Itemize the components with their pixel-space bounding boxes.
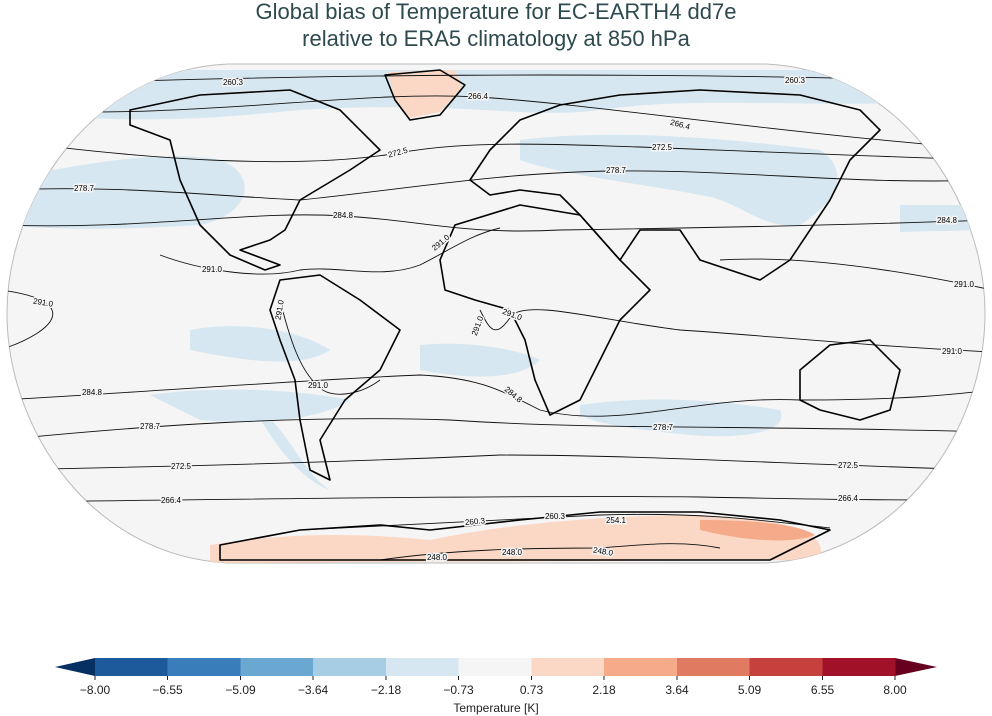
contour-label: 291.0 <box>942 347 963 356</box>
colorbar-bin <box>749 658 823 676</box>
colorbar-tick-label: 3.64 <box>665 683 689 697</box>
colorbar-bin <box>386 658 459 676</box>
map: 260.3 266.4 260.3 266.4 272.5 272.5 278.7 278.7… <box>6 63 986 564</box>
contour-label: 272.5 <box>838 461 859 470</box>
contour-label: 278.7 <box>653 423 674 432</box>
contour-label: 254.1 <box>606 516 627 525</box>
colorbar-tick-label: 0.73 <box>520 683 544 697</box>
map-outline <box>6 63 986 564</box>
colorbar-extend <box>895 658 937 676</box>
colorbar-bin <box>458 658 532 676</box>
colorbar-tick-label: 2.18 <box>592 683 616 697</box>
colorbar-bin <box>604 658 678 676</box>
contour-label: 248.0 <box>427 553 448 562</box>
contour-label: 266.4 <box>468 92 489 101</box>
contour-label: 260.3 <box>785 76 806 85</box>
title: Global bias of Temperature for EC-EARTH4… <box>256 0 737 24</box>
contour-label: 278.7 <box>140 422 161 431</box>
colorbar-extend <box>55 658 95 676</box>
contour-label: 272.5 <box>652 143 673 152</box>
colorbar-tick-label: −6.55 <box>152 683 183 697</box>
contour-label: 266.4 <box>838 494 859 503</box>
contour-label: 248.0 <box>502 548 523 557</box>
colorbar: −8.00 −6.55 −5.09 −3.64 −2.18 −0.73 0.73 2.18 3.… <box>55 658 937 697</box>
contour-labels: 260.3 266.4 260.3 266.4 272.5 272.5 278.7 278.7… <box>31 75 976 564</box>
title: relative to ERA5 climatology at 850 hPa <box>302 26 690 51</box>
colorbar-bin <box>531 658 605 676</box>
colorbar-tick-label: −8.00 <box>80 683 111 697</box>
colorbar-bin <box>677 658 750 676</box>
colorbar-bin <box>313 658 387 676</box>
colorbar-tick-label: 8.00 <box>883 683 907 697</box>
contour-label: 278.7 <box>74 184 95 193</box>
colorbar-bin <box>240 658 314 676</box>
colorbar-tick-label: 5.09 <box>738 683 762 697</box>
contour-label: 284.8 <box>82 388 103 397</box>
colorbar-tick-label: 6.55 <box>811 683 835 697</box>
contour-label: 291.0 <box>954 280 975 289</box>
contour-label: 291.0 <box>202 265 223 274</box>
contour-label: 284.8 <box>333 211 354 220</box>
colorbar-bin <box>822 658 896 676</box>
contour-label: 266.4 <box>161 496 182 505</box>
colorbar-label: Temperature [K] <box>453 701 538 715</box>
colorbar-tick-label: −0.73 <box>443 683 474 697</box>
colorbar-bin <box>95 658 168 676</box>
contour-label: 291.0 <box>308 381 329 390</box>
contour-label: 278.7 <box>606 166 627 175</box>
colorbar-tick-label: −2.18 <box>371 683 402 697</box>
contours <box>7 74 985 561</box>
colorbar-tick-label: −3.64 <box>298 683 329 697</box>
contour-label: 284.8 <box>937 216 958 225</box>
contour-label: 260.3 <box>545 512 566 521</box>
contour-label: 272.5 <box>171 462 192 471</box>
colorbar-bin <box>167 658 241 676</box>
contour-label: 260.3 <box>223 78 244 87</box>
contour-label: 260.3 <box>465 516 486 527</box>
coastlines <box>129 69 901 561</box>
colorbar-tick-label: −5.09 <box>225 683 256 697</box>
